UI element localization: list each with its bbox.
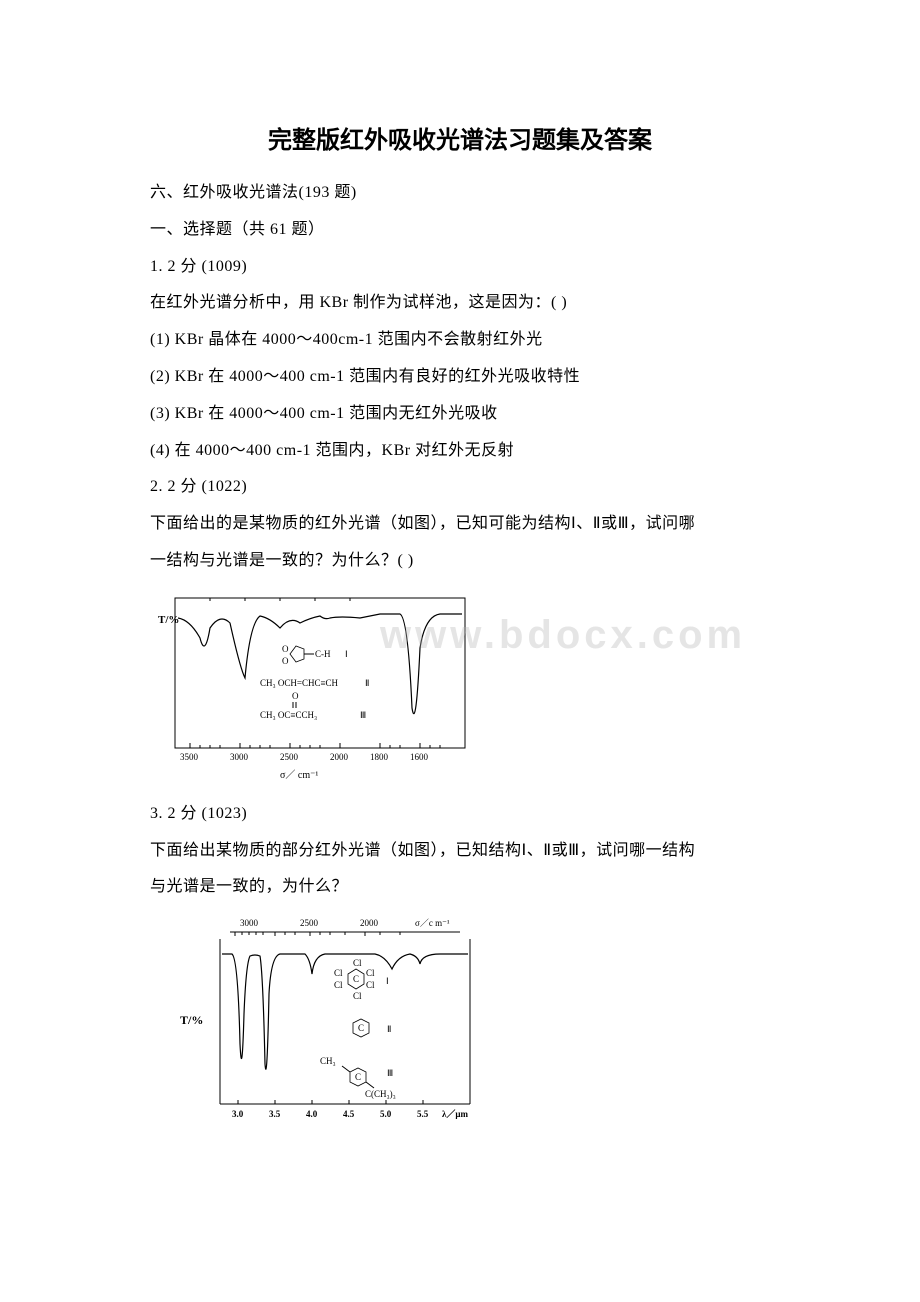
fig1-struct3-text: CH₃ OC≡CCH₃ [260, 710, 317, 720]
q1-opt3: (3) KBr 在 4000～400 cm-1 范围内无红外光吸收 [150, 396, 770, 433]
section-header-2: 一、选择题（共 61 题） [150, 212, 770, 249]
fig1-struct1-o2: O [282, 656, 289, 666]
q3-text2: 与光谱是一致的，为什么？ [150, 869, 770, 906]
fig1-struct2-label: Ⅱ [365, 678, 369, 688]
fig1-xtick-0: 3500 [180, 752, 199, 762]
fig2-xtick-bot-4: 5.0 [380, 1109, 392, 1119]
fig1-struct3-label: Ⅲ [360, 710, 366, 720]
q2-text2: 一结构与光谱是一致的？为什么？( ) [150, 543, 770, 580]
q3-text1: 下面给出某物质的部分红外光谱（如图），已知结构Ⅰ、Ⅱ或Ⅲ，试问哪一结构 [150, 833, 770, 870]
fig1-ylabel: T/% [158, 614, 179, 626]
q3-number: 3. 2 分 (1023) [150, 796, 770, 833]
q1-text: 在红外光谱分析中，用 KBr 制作为试样池，这是因为：( ) [150, 285, 770, 322]
fig1-struct1-label: Ⅰ [345, 649, 348, 659]
fig1-xlabel: σ／ cm⁻¹ [280, 769, 318, 781]
fig2-xtick-bot-3: 4.5 [343, 1109, 355, 1119]
fig1-struct1-ch: C-H [315, 649, 331, 659]
q1-opt2: (2) KBr 在 4000～400 cm-1 范围内有良好的红外光吸收特性 [150, 359, 770, 396]
page-title: 完整版红外吸收光谱法习题集及答案 [150, 120, 770, 155]
fig2-s3-cch3: C(CH₃)₃ [365, 1089, 396, 1099]
fig1-struct1-o1: O [282, 644, 289, 654]
fig2-s3-label: Ⅲ [387, 1068, 393, 1078]
fig1-xtick-4: 1800 [370, 752, 389, 762]
section-header-1: 六、红外吸收光谱法(193 题) [150, 175, 770, 212]
fig2-xtick-bot-5: 5.5 [417, 1109, 429, 1119]
fig2-s1-cl4: Cl [366, 968, 375, 978]
fig2-ylabel: T/% [180, 1013, 203, 1027]
q1-opt4: (4) 在 4000～400 cm-1 范围内，KBr 对红外无反射 [150, 433, 770, 470]
fig2-xlabel-top: σ／c m⁻¹ [415, 918, 450, 928]
fig2-s3-c: C [355, 1072, 361, 1082]
fig2-xtick-bot-2: 4.0 [306, 1109, 318, 1119]
fig2-xtick-bot-0: 3.0 [232, 1109, 244, 1119]
fig1-struct2-text: CH₃ OCH=CHC≡CH [260, 678, 339, 688]
fig2-s1-label: Ⅰ [386, 976, 389, 986]
figure-2: 3000 2500 2000 σ／c m⁻¹ [160, 914, 770, 1134]
fig1-xtick-3: 2000 [330, 752, 349, 762]
fig2-s1-cl2: Cl [334, 980, 343, 990]
q2-text1: 下面给出的是某物质的红外光谱（如图），已知可能为结构Ⅰ、Ⅱ或Ⅲ，试问哪 [150, 506, 770, 543]
q2-number: 2. 2 分 (1022) [150, 469, 770, 506]
q1-number: 1. 2 分 (1009) [150, 249, 770, 286]
fig2-s1-cl3: Cl [353, 958, 362, 968]
fig2-s2-c: C [358, 1023, 364, 1033]
fig2-s1-cl6: Cl [353, 991, 362, 1001]
fig2-s1-cl5: Cl [366, 980, 375, 990]
fig2-xtick-bot-1: 3.5 [269, 1109, 281, 1119]
fig2-xlabel-bot: λ／μm [442, 1109, 469, 1119]
fig1-xtick-1: 3000 [230, 752, 249, 762]
fig1-struct3-o: O [292, 691, 299, 701]
fig1-xtick-2: 2500 [280, 752, 299, 762]
fig2-s1-c: C [353, 974, 359, 984]
fig2-xtick-top-2: 2000 [360, 918, 379, 928]
fig2-s3-ch3: CH₃ [320, 1056, 336, 1066]
fig2-s2-label: Ⅱ [387, 1024, 391, 1034]
fig1-xtick-5: 1600 [410, 752, 429, 762]
fig2-xtick-top-1: 2500 [300, 918, 319, 928]
figure-1: T/% 350 [150, 588, 770, 788]
q1-opt1: (1) KBr 晶体在 4000～400cm-1 范围内不会散射红外光 [150, 322, 770, 359]
fig2-s1-cl1: Cl [334, 968, 343, 978]
fig2-xtick-top-0: 3000 [240, 918, 259, 928]
